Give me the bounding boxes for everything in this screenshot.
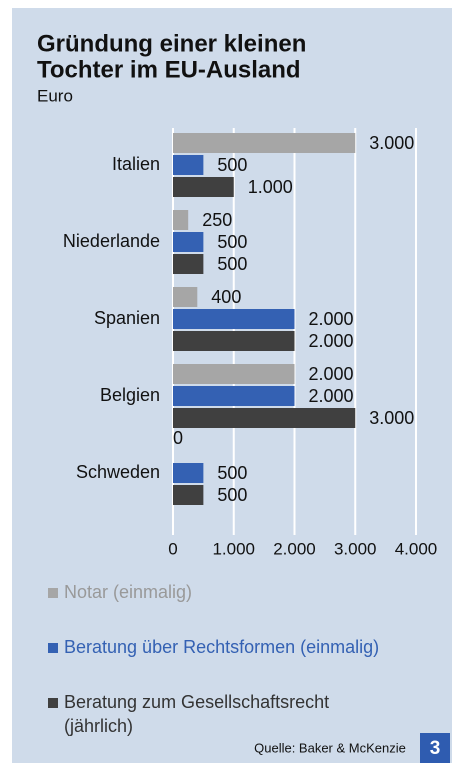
- legend-label: Notar (einmalig): [64, 582, 193, 602]
- legend-item: Beratung zum Gesellschaftsrecht (jährlic…: [48, 690, 394, 738]
- y-tick-label: Schweden: [76, 462, 160, 482]
- chart-title: Tochter im EU-Ausland: [37, 56, 301, 83]
- y-tick-label: Niederlande: [63, 231, 160, 251]
- value-label: 500: [217, 485, 247, 505]
- x-tick-label: 2.000: [273, 539, 316, 558]
- value-label: 500: [217, 155, 247, 175]
- value-label: 400: [211, 287, 241, 307]
- value-label: 2.000: [309, 386, 354, 406]
- legend-label: Beratung zum Gesellschaftsrecht (jährlic…: [64, 692, 330, 736]
- legend-label: Beratung über Rechtsformen (einmalig): [64, 637, 380, 657]
- bar: [173, 309, 295, 329]
- y-tick-label: Italien: [112, 154, 160, 174]
- bar: [173, 210, 189, 230]
- value-label: 250: [202, 210, 232, 230]
- value-label: 2.000: [309, 309, 354, 329]
- x-tick-label: 4.000: [395, 539, 438, 558]
- legend-swatch: [48, 643, 58, 653]
- bar: [173, 485, 204, 505]
- page-number: 3: [430, 738, 441, 759]
- bar: [173, 331, 295, 351]
- x-tick-label: 3.000: [334, 539, 377, 558]
- x-tick-label: 0: [168, 539, 177, 558]
- bar: [173, 155, 204, 175]
- bar: [173, 364, 295, 384]
- y-tick-label: Spanien: [94, 308, 160, 328]
- legend-swatch: [48, 588, 58, 598]
- bar: [173, 177, 234, 197]
- value-label: 1.000: [248, 177, 293, 197]
- x-tick-label: 1.000: [212, 539, 255, 558]
- bar: [173, 463, 204, 483]
- legend-item: Notar (einmalig): [48, 580, 394, 604]
- bar: [173, 386, 295, 406]
- bar: [173, 133, 356, 153]
- value-label: 500: [217, 232, 247, 252]
- value-label: 3.000: [369, 133, 414, 153]
- value-label: 500: [217, 254, 247, 274]
- bar: [173, 232, 204, 252]
- source: Quelle: Baker & McKenzie: [254, 740, 406, 755]
- bar: [173, 287, 198, 307]
- bar: [173, 408, 356, 428]
- value-label: 2.000: [309, 331, 354, 351]
- y-tick-label: Belgien: [100, 385, 160, 405]
- bar: [173, 254, 204, 274]
- value-label: 500: [217, 463, 247, 483]
- legend-item: Beratung über Rechtsformen (einmalig): [48, 635, 394, 659]
- value-label: 2.000: [309, 364, 354, 384]
- legend-swatch: [48, 698, 58, 708]
- chart-title: Gründung einer kleinen: [37, 30, 306, 57]
- value-label: 0: [173, 428, 183, 448]
- value-label: 3.000: [369, 408, 414, 428]
- chart-subtitle: Euro: [37, 86, 73, 105]
- page-badge: [420, 733, 450, 763]
